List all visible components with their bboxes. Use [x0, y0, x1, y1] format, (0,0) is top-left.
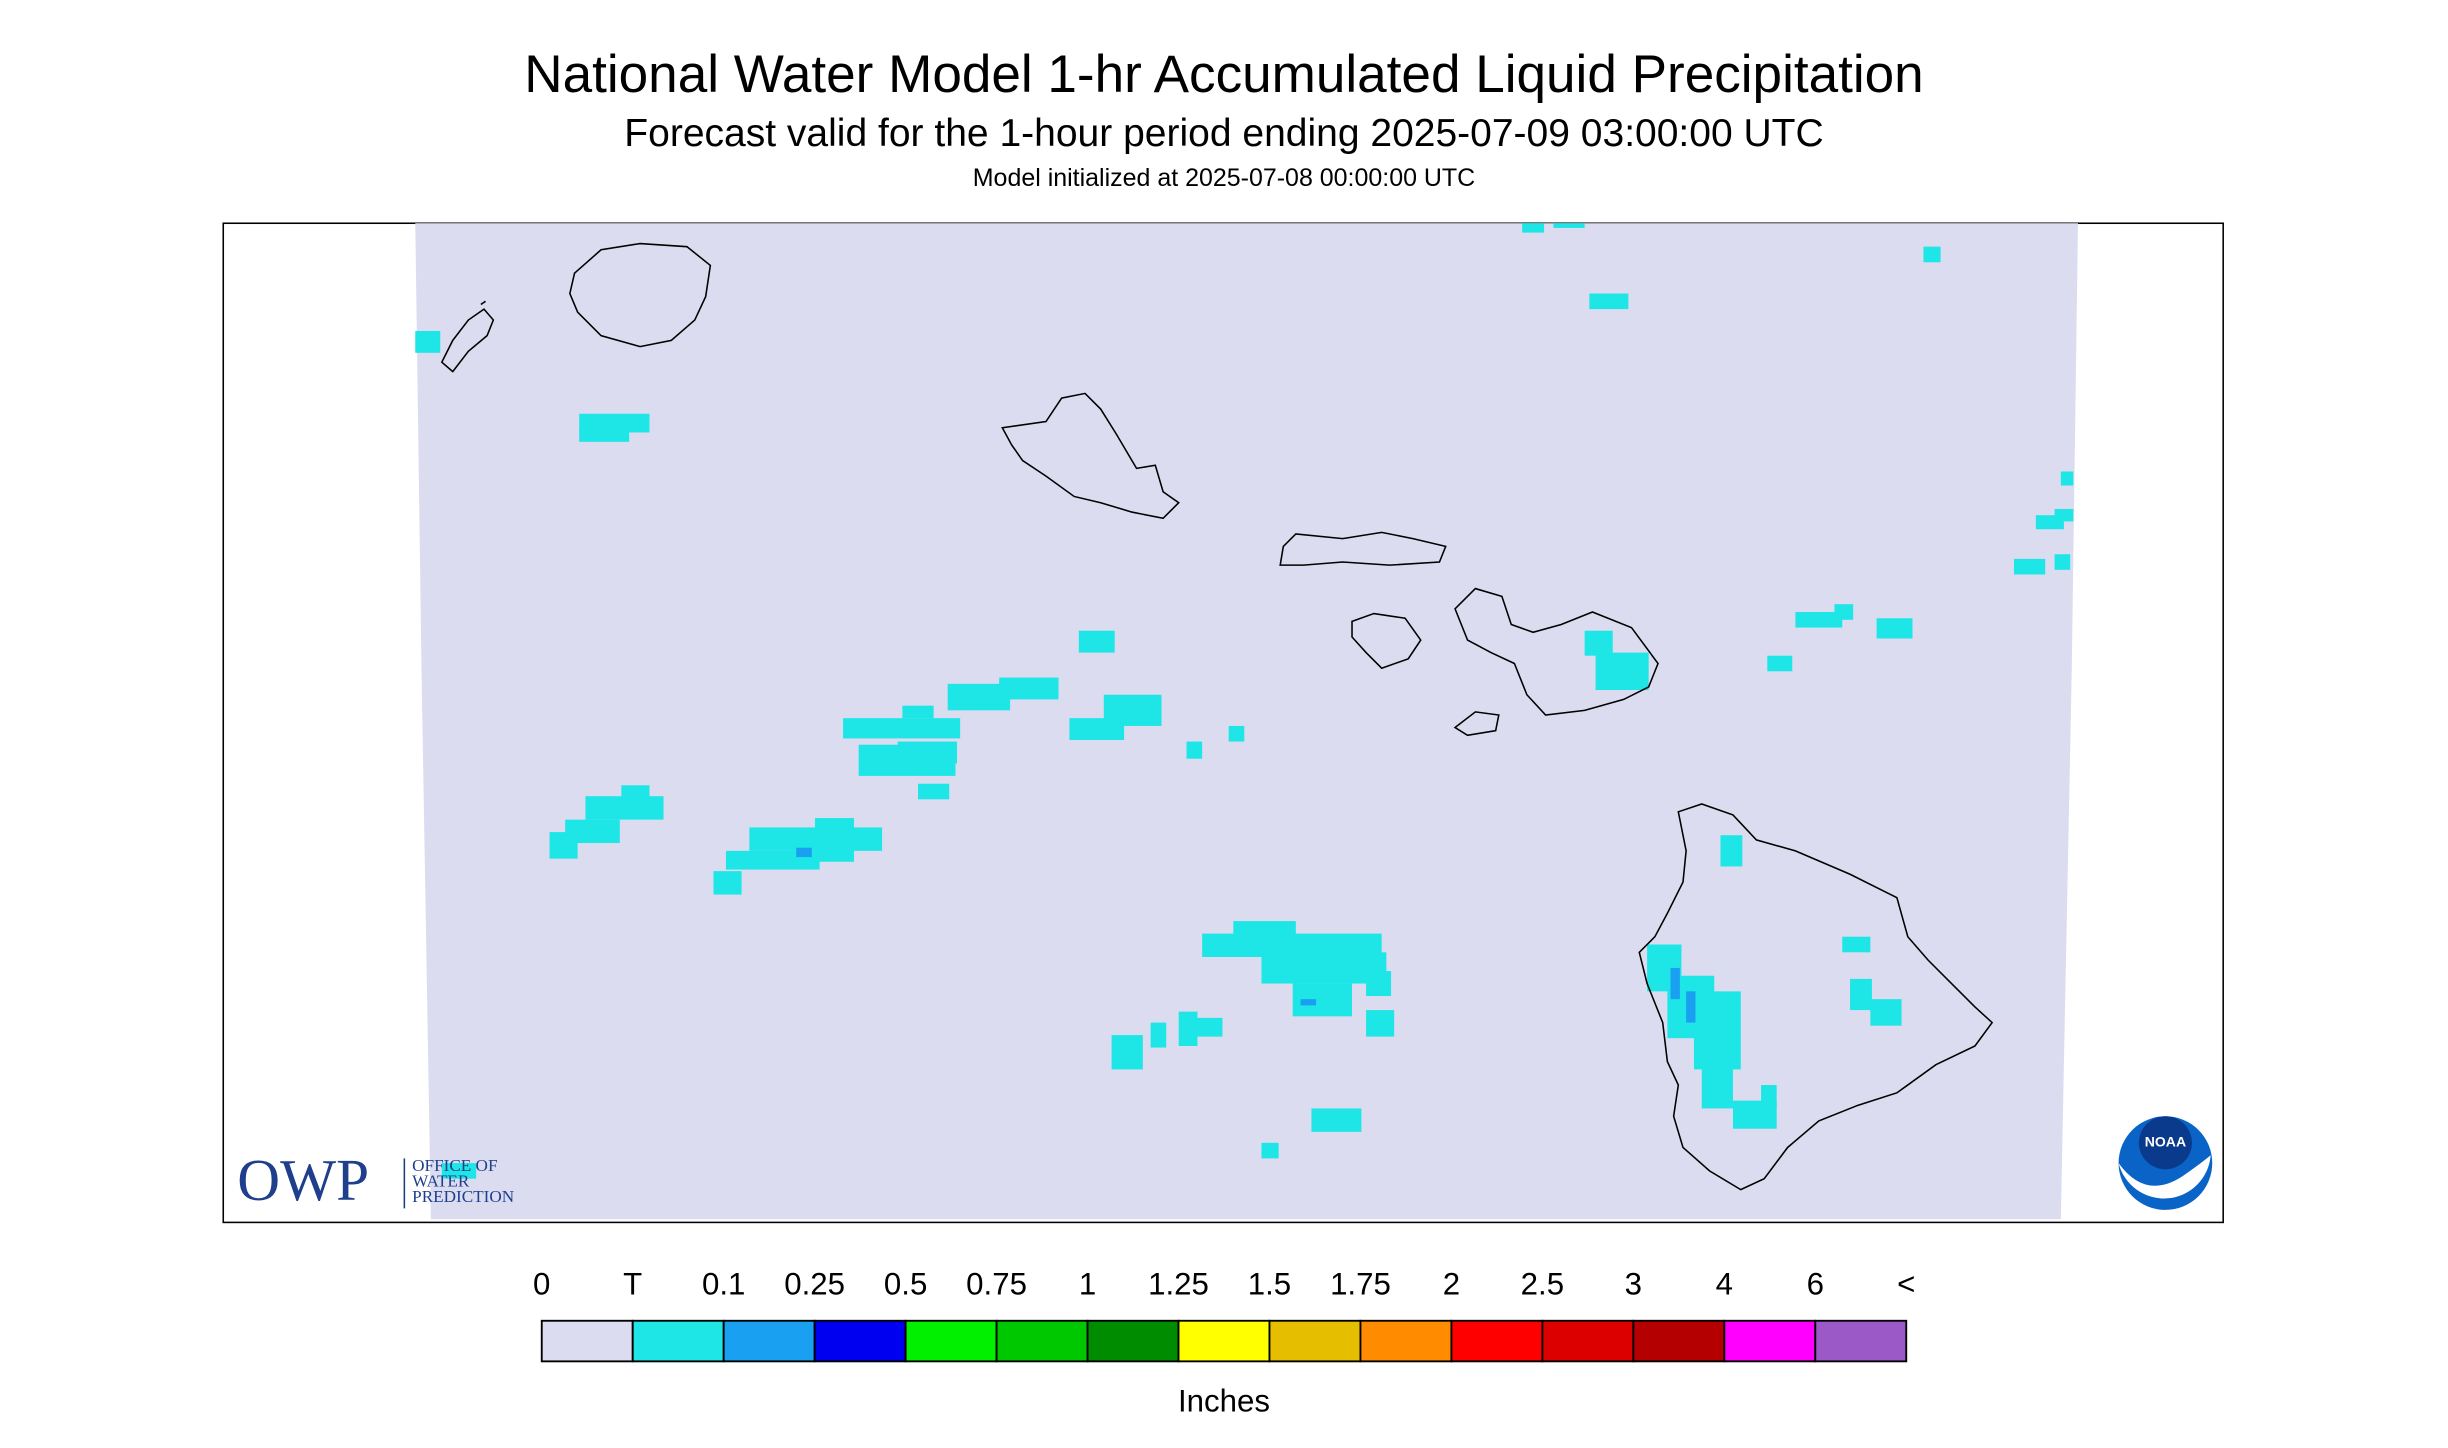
coastlines — [440, 242, 1994, 1191]
legend-swatch — [722, 1319, 816, 1363]
legend-label: 1 — [1079, 1267, 1096, 1302]
owp-logo: OWP OFFICE OF WATER PREDICTION — [237, 1147, 514, 1213]
legend-swatch — [1450, 1319, 1544, 1363]
legend-label: 3 — [1625, 1267, 1642, 1302]
legend-label: 1.25 — [1148, 1267, 1209, 1302]
owp-name-line: PREDICTION — [412, 1187, 514, 1206]
legend-swatch — [1177, 1319, 1271, 1363]
legend-swatch — [813, 1319, 907, 1363]
owp-logo-text: OWP — [237, 1147, 369, 1213]
precip-cells — [415, 223, 2074, 1179]
owp-logo-name: OFFICE OF WATER PREDICTION — [412, 1156, 514, 1206]
legend-swatch — [995, 1319, 1089, 1363]
subtitle: Forecast valid for the 1-hour period end… — [624, 112, 1823, 155]
legend-label: 0.75 — [966, 1267, 1027, 1302]
legend-label: 0 — [533, 1267, 550, 1302]
legend-swatch — [540, 1319, 634, 1363]
title: National Water Model 1-hr Accumulated Li… — [524, 45, 1923, 104]
legend-swatch — [1268, 1319, 1362, 1363]
model-domain — [415, 223, 2078, 1220]
legend-swatch — [1723, 1319, 1817, 1363]
legend-label: 2 — [1443, 1267, 1460, 1302]
noaa-logo: NOAA — [2118, 1116, 2213, 1210]
legend-swatch — [1086, 1319, 1180, 1363]
legend-swatch — [1541, 1319, 1635, 1363]
owp-name-line: OFFICE OF — [412, 1156, 497, 1175]
legend-label: T — [623, 1267, 642, 1302]
legend-unit: Inches — [1178, 1384, 1270, 1419]
legend-label: 0.5 — [884, 1267, 927, 1302]
legend-label: 0.25 — [784, 1267, 845, 1302]
legend-swatch — [1814, 1319, 1908, 1363]
legend-label: 0.1 — [702, 1267, 745, 1302]
legend-swatch — [631, 1319, 725, 1363]
owp-name-line: WATER — [412, 1172, 470, 1191]
legend-swatch — [904, 1319, 998, 1363]
legend-label: 6 — [1807, 1267, 1824, 1302]
legend-label: 1.5 — [1248, 1267, 1291, 1302]
legend-label: 2.5 — [1521, 1267, 1564, 1302]
legend-label: < — [1897, 1267, 1915, 1302]
legend-label: 1.75 — [1330, 1267, 1391, 1302]
legend-swatch — [1359, 1319, 1453, 1363]
noaa-logo-text: NOAA — [2145, 1134, 2186, 1150]
init-time: Model initialized at 2025-07-08 00:00:00… — [973, 164, 1475, 192]
color-legend: 0 T 0.1 0.25 0.5 0.75 1 1.25 1.5 1.75 2 2.5 3 4 6 < — [533, 1267, 1915, 1363]
legend-swatch — [1632, 1319, 1726, 1363]
legend-label: 4 — [1716, 1267, 1733, 1302]
